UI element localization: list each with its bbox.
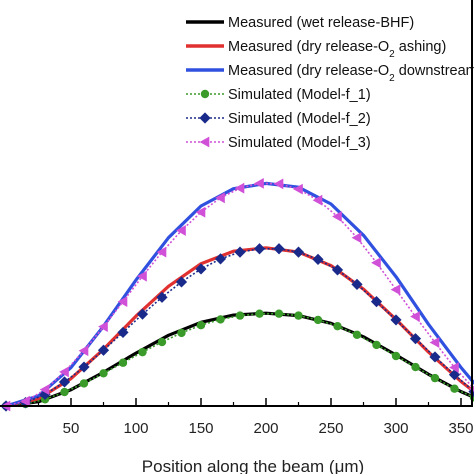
simulated-model-f-2-point (78, 361, 90, 373)
simulated-model-f-3-point (20, 395, 30, 407)
simulated-model-f-1-point (430, 373, 440, 383)
simulated-model-f-2-point (390, 314, 402, 326)
x-tick-label: 300 (383, 420, 408, 437)
simulated-model-f-3-point (215, 192, 225, 204)
simulated-model-f-3-point (429, 337, 440, 348)
simulated-model-f-2-point (58, 376, 71, 388)
simulated-model-f-3-point (332, 211, 342, 222)
simulated-model-f-2-point (156, 291, 168, 303)
x-tick-label: 50 (63, 420, 80, 437)
simulated-model-f-1-point (411, 362, 420, 372)
simulated-model-f-3-legend-label: Simulated (Model-f_3) (228, 135, 371, 151)
simulated-model-f-3-point (59, 366, 69, 378)
simulated-model-f-2-point (97, 344, 110, 356)
simulated-model-f-1-point (235, 311, 245, 320)
simulated-model-f-1-point (352, 330, 362, 340)
simulated-model-f-1-point (255, 309, 264, 318)
simulated-model-f-3-point (234, 182, 245, 194)
simulated-model-f-3-point (98, 321, 108, 333)
simulated-model-f-1-point (79, 379, 89, 388)
simulated-model-f-3-legend-marker (199, 136, 210, 148)
simulated-model-f-2-point (351, 278, 363, 290)
simulated-model-f-3-point (449, 362, 459, 373)
simulated-model-f-1-point (118, 358, 128, 367)
x-tick-label: 100 (123, 420, 148, 437)
simulated-model-f-3-point (371, 257, 381, 269)
plot-frame (0, 0, 473, 407)
simulated-model-f-1-point (391, 351, 401, 361)
measured-wet-release-bhf-legend-label: Measured (wet release-BHF) (228, 15, 414, 31)
simulated-model-f-3-point (78, 345, 89, 357)
simulated-model-f-3-point (39, 384, 50, 396)
x-tick-label: 350 (448, 420, 473, 437)
simulated-model-f-2-point (214, 253, 227, 265)
x-tick-label: 250 (318, 420, 343, 437)
simulated-model-f-2-point (253, 243, 266, 255)
simulated-model-f-3-point (137, 270, 147, 282)
x-tick-label: 150 (188, 420, 213, 437)
simulated-model-f-1-legend-marker (200, 89, 210, 99)
simulated-model-f-2-point (370, 296, 383, 308)
simulated-model-f-2-point (195, 263, 207, 275)
legend: Measured (wet release-BHF) Measured (dry … (186, 15, 474, 151)
simulated-model-f-1-point (216, 315, 225, 324)
simulated-model-f-1-point (333, 321, 342, 331)
simulated-model-f-1-point (313, 315, 323, 325)
measured-dry-release-o2-downstream-legend-label: Measured (dry release-O2 downstream) (228, 63, 474, 84)
simulated-model-f-1-point (274, 309, 284, 318)
simulated-model-f-2-point (409, 333, 422, 345)
simulated-model-f-1-point (60, 387, 69, 397)
simulated-model-f-1-point (196, 321, 206, 330)
simulated-model-f-1-point (177, 328, 186, 338)
simulated-model-f-2-point (429, 351, 441, 363)
simulated-model-f-2-legend-marker (199, 112, 211, 124)
simulated-model-f-3-point (312, 194, 323, 206)
simulated-model-f-2-point (312, 253, 324, 265)
x-axis: 50 100 150 200 250 300 350 (37, 398, 474, 437)
simulated-model-f-1-point (372, 340, 381, 350)
simulated-model-f-2-point (292, 246, 305, 258)
plot-series-group (0, 177, 474, 412)
simulated-model-f-3-point (176, 225, 186, 236)
simulated-model-f-1-point (157, 337, 167, 347)
simulated-model-f-1-point (450, 384, 459, 393)
simulated-model-f-1-point (294, 311, 303, 320)
simulated-model-f-2-point (234, 246, 246, 258)
simulated-model-f-3-point (351, 232, 362, 244)
simulated-model-f-3-point (273, 178, 284, 190)
simulated-model-f-2-point (273, 243, 285, 255)
simulated-model-f-2-point (175, 276, 188, 288)
x-tick-label: 200 (253, 420, 278, 437)
simulated-model-f-2-point (136, 308, 149, 320)
simulated-model-f-3-point (390, 284, 401, 296)
simulated-model-f-3-point (156, 246, 167, 258)
measured-dry-release-o2-ashing-legend-label: Measured (dry release-O2 ashing) (228, 39, 446, 60)
simulated-model-f-1-point (138, 347, 147, 357)
simulated-model-f-3-point (254, 177, 264, 189)
simulated-model-f-2-point (117, 326, 129, 339)
x-axis-label: Position along the beam (μm) (142, 457, 364, 474)
simulated-model-f-3-point (117, 296, 128, 308)
simulated-model-f-1-legend-label: Simulated (Model-f_1) (228, 87, 371, 103)
simulated-model-f-3-point (293, 183, 303, 195)
simulated-model-f-2-legend-label: Simulated (Model-f_2) (228, 111, 371, 127)
simulated-model-f-3-point (410, 311, 420, 322)
simulated-model-f-3-point (195, 206, 206, 218)
simulated-model-f-1-point (99, 369, 108, 378)
simulated-model-f-2-point (331, 264, 344, 276)
